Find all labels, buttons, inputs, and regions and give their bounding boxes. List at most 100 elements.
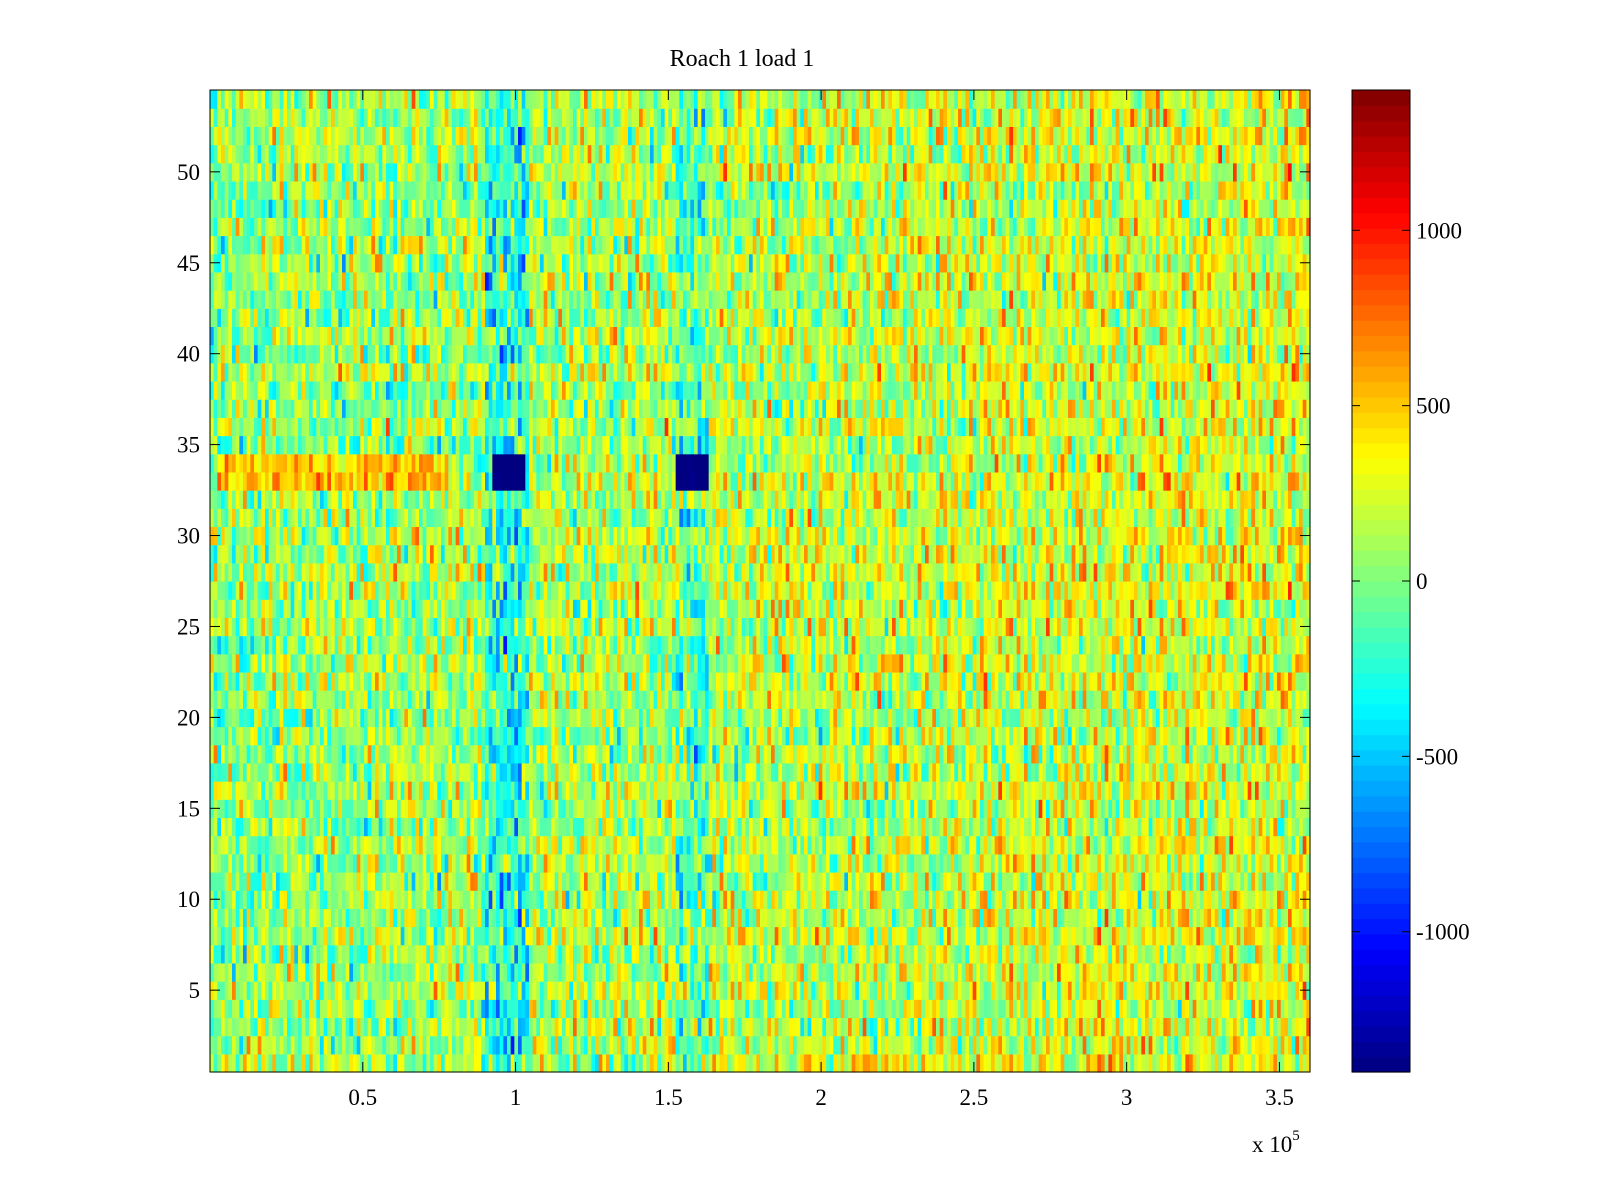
- heatmap-cell: [540, 962, 545, 982]
- heatmap-cell: [408, 1035, 413, 1055]
- heatmap-cell: [851, 871, 856, 891]
- heatmap-cell: [507, 1035, 512, 1055]
- heatmap-cell: [521, 962, 526, 982]
- heatmap-cell: [1035, 1053, 1040, 1073]
- heatmap-cell: [228, 853, 233, 873]
- heatmap-cell: [646, 799, 651, 819]
- heatmap-cell: [1159, 835, 1164, 855]
- heatmap-cell: [1299, 1035, 1304, 1055]
- heatmap-cell: [672, 944, 677, 964]
- heatmap-cell: [210, 999, 215, 1019]
- heatmap-cell: [393, 926, 398, 946]
- heatmap-cell: [950, 817, 955, 837]
- heatmap-cell: [389, 781, 394, 800]
- heatmap-cell: [1123, 944, 1128, 964]
- heatmap-cell: [580, 1017, 585, 1037]
- heatmap-cell: [411, 926, 416, 946]
- heatmap-cell: [745, 908, 750, 928]
- heatmap-cell: [855, 908, 860, 928]
- heatmap-cell: [532, 853, 537, 873]
- heatmap-cell: [239, 799, 244, 819]
- heatmap-cell: [488, 871, 493, 891]
- heatmap-cell: [422, 999, 427, 1019]
- heatmap-cell: [613, 762, 618, 782]
- heatmap-cell: [925, 835, 930, 855]
- heatmap-cell: [987, 871, 992, 891]
- heatmap-cell: [496, 944, 501, 964]
- heatmap-cell: [1152, 1035, 1157, 1055]
- heatmap-cell: [888, 908, 893, 928]
- heatmap-cell: [367, 1035, 372, 1055]
- heatmap-cell: [697, 835, 702, 855]
- heatmap-cell: [213, 1053, 218, 1073]
- heatmap-cell: [228, 926, 233, 946]
- heatmap-cell: [540, 835, 545, 855]
- heatmap-cell: [1306, 871, 1311, 891]
- heatmap-cell: [998, 944, 1003, 964]
- heatmap-cell: [503, 962, 508, 982]
- heatmap-cell: [221, 999, 226, 1019]
- heatmap-cell: [591, 871, 596, 891]
- heatmap-cell: [914, 817, 919, 837]
- heatmap-cell: [939, 781, 944, 800]
- heatmap-cell: [367, 1017, 372, 1037]
- heatmap-cell: [947, 817, 952, 837]
- heatmap-cell: [657, 799, 662, 819]
- heatmap-cell: [1093, 908, 1098, 928]
- heatmap-cell: [936, 890, 941, 909]
- heatmap-cell: [235, 1053, 240, 1073]
- heatmap-cell: [811, 999, 816, 1019]
- heatmap-cell: [224, 926, 229, 946]
- heatmap-cell: [1104, 781, 1109, 800]
- heatmap-cell: [353, 871, 358, 891]
- heatmap-cell: [939, 1017, 944, 1037]
- heatmap-cell: [1002, 999, 1007, 1019]
- heatmap-cell: [789, 944, 794, 964]
- heatmap-cell: [386, 853, 391, 873]
- heatmap-cell: [547, 835, 552, 855]
- heatmap-cell: [1181, 962, 1186, 982]
- heatmap-cell: [283, 981, 288, 1000]
- heatmap-cell: [1075, 1017, 1080, 1037]
- heatmap-cell: [1262, 1035, 1267, 1055]
- heatmap-cell: [602, 853, 607, 873]
- heatmap-cell: [668, 871, 673, 891]
- heatmap-cell: [1064, 853, 1069, 873]
- heatmap-cell: [536, 853, 541, 873]
- heatmap-cell: [1295, 1035, 1300, 1055]
- heatmap-cell: [1002, 908, 1007, 928]
- heatmap-cell: [287, 908, 292, 928]
- heatmap-cell: [635, 1035, 640, 1055]
- heatmap-cell: [1112, 781, 1117, 800]
- heatmap-cell: [529, 926, 534, 946]
- heatmap-cell: [620, 1035, 625, 1055]
- heatmap-cell: [334, 799, 339, 819]
- heatmap-cell: [312, 890, 317, 909]
- heatmap-cell: [796, 781, 801, 800]
- heatmap-cell: [547, 890, 552, 909]
- heatmap-cell: [349, 926, 354, 946]
- heatmap-cell: [305, 871, 310, 891]
- heatmap-cell: [947, 890, 952, 909]
- heatmap-cell: [1214, 817, 1219, 837]
- heatmap-cell: [778, 926, 783, 946]
- heatmap-cell: [1005, 799, 1010, 819]
- heatmap-cell: [925, 981, 930, 1000]
- heatmap-cell: [767, 1035, 772, 1055]
- heatmap-cell: [532, 835, 537, 855]
- heatmap-cell: [664, 781, 669, 800]
- heatmap-cell: [217, 944, 222, 964]
- heatmap-cell: [921, 762, 926, 782]
- heatmap-cell: [844, 799, 849, 819]
- heatmap-cell: [1024, 853, 1029, 873]
- heatmap-cell: [1009, 908, 1014, 928]
- heatmap-cell: [697, 962, 702, 982]
- heatmap-cell: [485, 853, 490, 873]
- heatmap-cell: [881, 962, 886, 982]
- heatmap-cell: [998, 799, 1003, 819]
- heatmap-cell: [1002, 835, 1007, 855]
- heatmap-cell: [334, 835, 339, 855]
- heatmap-cell: [818, 1017, 823, 1037]
- heatmap-cell: [536, 1017, 541, 1037]
- heatmap-cell: [694, 908, 699, 928]
